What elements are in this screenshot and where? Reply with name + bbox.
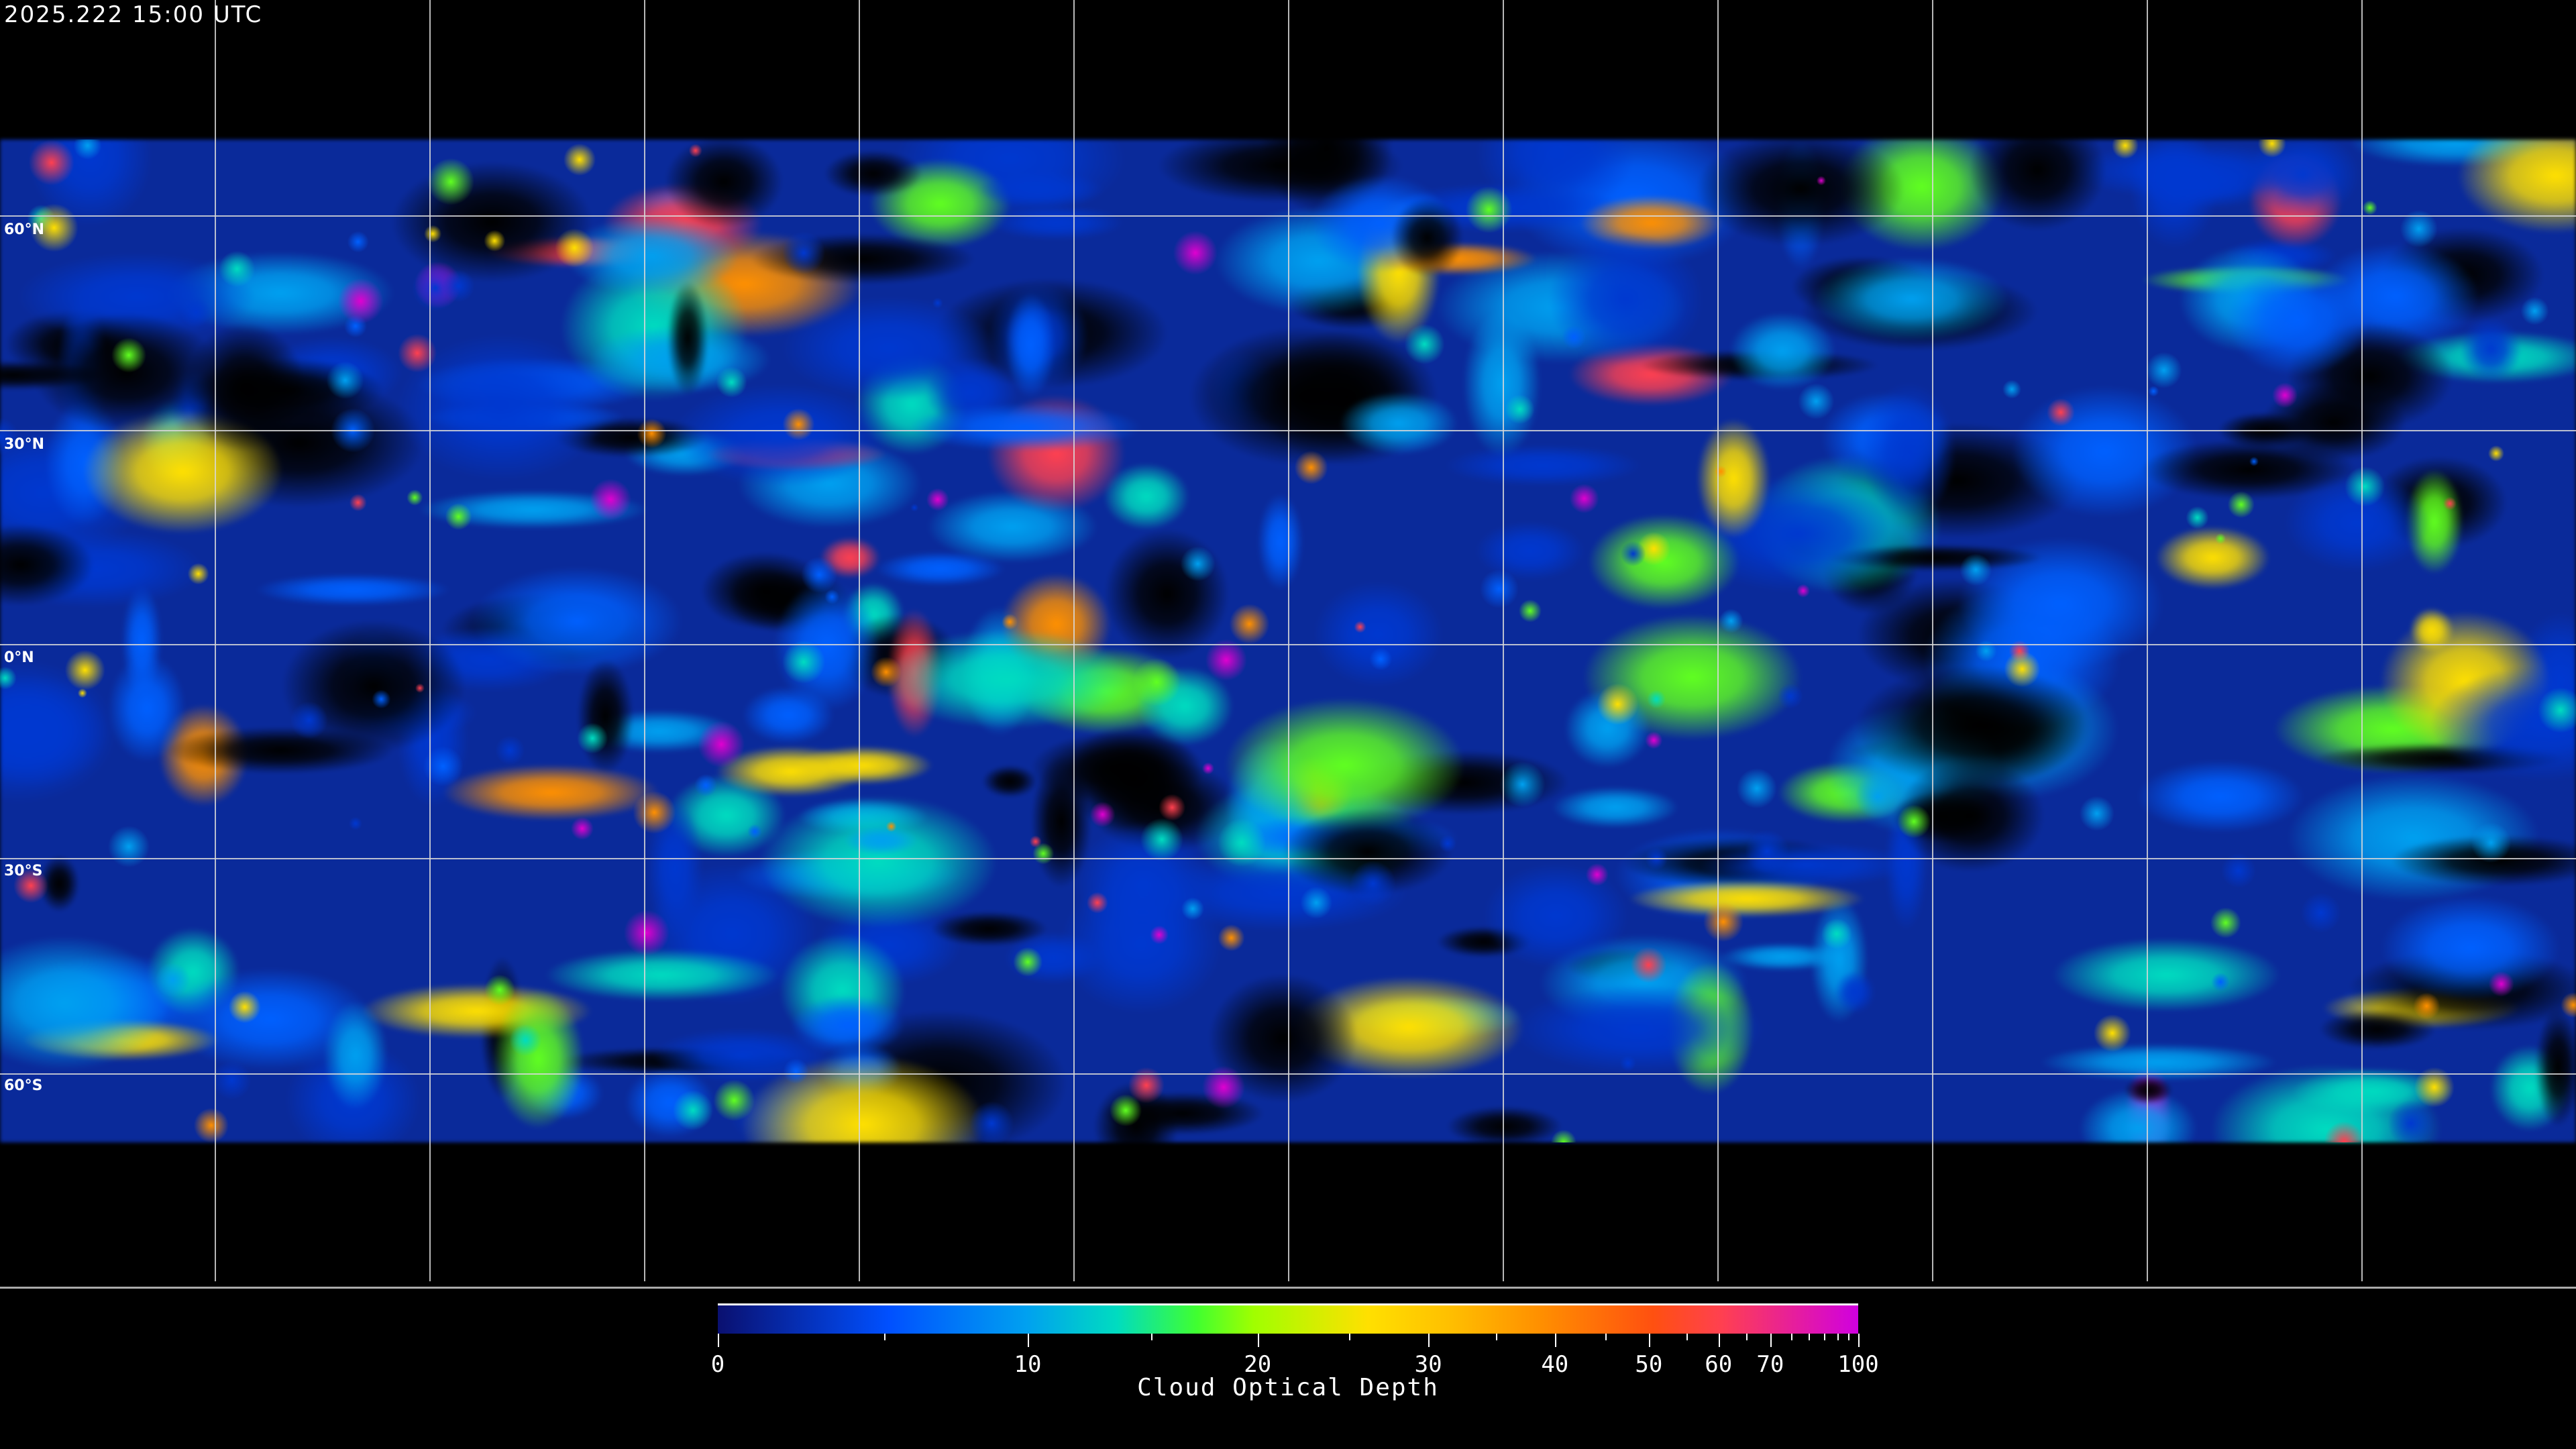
colorbar-minor-tick	[1809, 1334, 1810, 1340]
parallel-line	[0, 430, 2576, 431]
lat-label-60s: 60°S	[4, 1077, 42, 1094]
colorbar-minor-tick	[1746, 1334, 1748, 1340]
meridian-line	[215, 0, 216, 1281]
meridian-line	[429, 0, 431, 1281]
colorbar-minor-tick	[1686, 1334, 1688, 1340]
meridian-line	[1717, 0, 1719, 1281]
lat-label-0: 0°N	[4, 649, 34, 666]
meridian-line	[859, 0, 860, 1281]
colorbar-major-tick	[1858, 1334, 1860, 1347]
colorbar-minor-tick	[1496, 1334, 1497, 1340]
colorbar-minor-tick	[1605, 1334, 1607, 1340]
colorbar-minor-tick	[1848, 1334, 1849, 1340]
colorbar-minor-tick	[1837, 1334, 1839, 1340]
lat-label-30n: 30°N	[4, 436, 44, 453]
lat-label-30s: 30°S	[4, 863, 42, 879]
timestamp: 2025.222 15:00 UTC	[4, 1, 262, 28]
meridian-line	[1503, 0, 1504, 1281]
colorbar-label: Cloud Optical Depth	[718, 1374, 1858, 1401]
parallel-line	[0, 215, 2576, 217]
cloud-optical-depth-map: 60°N 30°N 0°N 30°S 60°S 2025.222 15:00 U…	[0, 0, 2576, 1287]
colorbar-minor-tick	[1151, 1334, 1152, 1340]
meridian-line	[644, 0, 645, 1281]
colorbar	[718, 1303, 1858, 1334]
colorbar-major-tick	[1258, 1334, 1259, 1347]
colorbar-minor-tick	[884, 1334, 885, 1340]
meridian-line	[1288, 0, 1289, 1281]
meridian-line	[1932, 0, 1933, 1281]
divider	[0, 1287, 2576, 1289]
parallel-line	[0, 1073, 2576, 1075]
colorbar-minor-tick	[1824, 1334, 1825, 1340]
lat-label-60n: 60°N	[4, 221, 44, 238]
colorbar-major-tick	[1719, 1334, 1720, 1347]
colorbar-major-tick	[1770, 1334, 1772, 1347]
colorbar-minor-tick	[1349, 1334, 1350, 1340]
colorbar-major-tick	[1649, 1334, 1650, 1347]
parallel-line	[0, 644, 2576, 645]
colorbar-major-tick	[718, 1334, 719, 1347]
meridian-line	[1073, 0, 1075, 1281]
meridian-line	[2147, 0, 2148, 1281]
parallel-line	[0, 858, 2576, 859]
colorbar-minor-tick	[1791, 1334, 1792, 1340]
colorbar-major-tick	[1028, 1334, 1029, 1347]
colorbar-major-tick	[1555, 1334, 1556, 1347]
meridian-line	[2361, 0, 2363, 1281]
colorbar-major-tick	[1428, 1334, 1430, 1347]
